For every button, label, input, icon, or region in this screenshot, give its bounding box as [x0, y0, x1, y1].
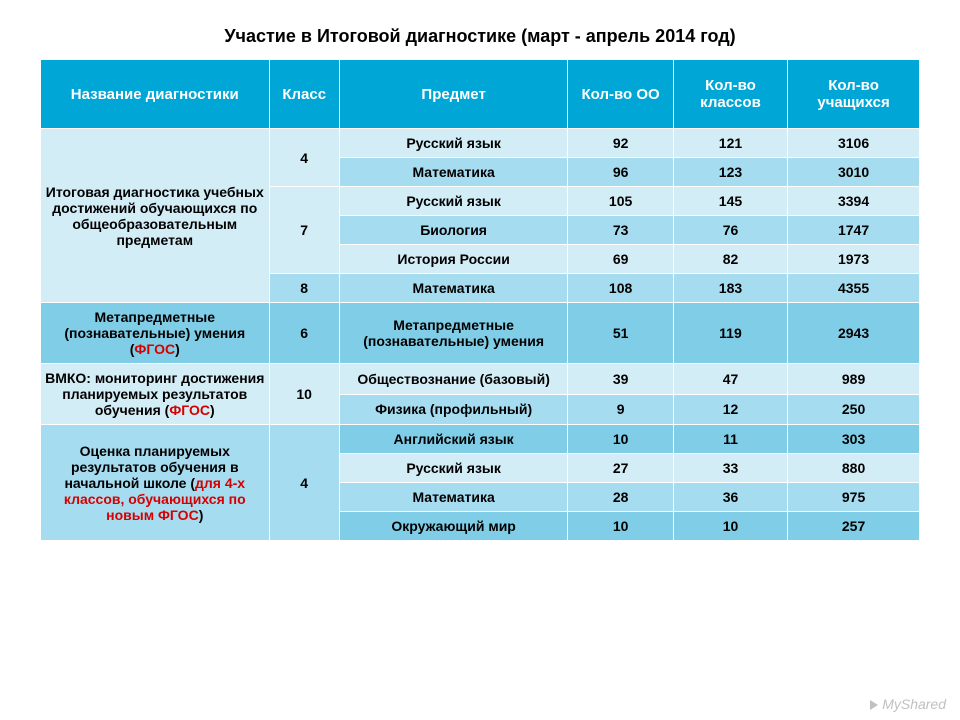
- cell-oo: 105: [568, 187, 673, 216]
- col-students: Кол-во учащихся: [788, 60, 920, 129]
- cell-grade: 7: [269, 187, 339, 274]
- cell-subject: Английский язык: [339, 425, 568, 454]
- cell-oo: 39: [568, 364, 673, 395]
- cell-subject: Физика (профильный): [339, 394, 568, 425]
- cell-oo: 27: [568, 454, 673, 483]
- cell-oo: 10: [568, 512, 673, 541]
- cell-diagnostic: Оценка планируемых результатов обучения …: [41, 425, 270, 541]
- cell-classes: 12: [673, 394, 787, 425]
- cell-classes: 33: [673, 454, 787, 483]
- cell-students: 3010: [788, 158, 920, 187]
- col-diagnostic: Название диагностики: [41, 60, 270, 129]
- table-row: ВМКО: мониторинг достижения планируемых …: [41, 364, 920, 395]
- cell-grade: 4: [269, 425, 339, 541]
- cell-students: 257: [788, 512, 920, 541]
- cell-classes: 119: [673, 303, 787, 364]
- table-row: Метапредметные (познавательные) умения (…: [41, 303, 920, 364]
- watermark: MyShared: [870, 696, 946, 712]
- cell-oo: 96: [568, 158, 673, 187]
- cell-subject: Метапредметные (познавательные) умения: [339, 303, 568, 364]
- cell-students: 989: [788, 364, 920, 395]
- cell-students: 880: [788, 454, 920, 483]
- cell-oo: 28: [568, 483, 673, 512]
- cell-oo: 9: [568, 394, 673, 425]
- cell-grade: 4: [269, 129, 339, 187]
- cell-subject: Математика: [339, 274, 568, 303]
- cell-diagnostic: ВМКО: мониторинг достижения планируемых …: [41, 364, 270, 425]
- cell-oo: 10: [568, 425, 673, 454]
- cell-subject: Математика: [339, 483, 568, 512]
- cell-students: 4355: [788, 274, 920, 303]
- cell-students: 1973: [788, 245, 920, 274]
- cell-oo: 69: [568, 245, 673, 274]
- col-subject: Предмет: [339, 60, 568, 129]
- cell-subject: Биология: [339, 216, 568, 245]
- cell-grade: 10: [269, 364, 339, 425]
- table-row: Оценка планируемых результатов обучения …: [41, 425, 920, 454]
- cell-classes: 10: [673, 512, 787, 541]
- cell-oo: 73: [568, 216, 673, 245]
- diagnostics-table: Название диагностики Класс Предмет Кол-в…: [40, 59, 920, 541]
- play-icon: [870, 700, 878, 710]
- cell-classes: 123: [673, 158, 787, 187]
- cell-classes: 82: [673, 245, 787, 274]
- cell-subject: Русский язык: [339, 187, 568, 216]
- cell-students: 3394: [788, 187, 920, 216]
- table-row: Итоговая диагностика учебных достижений …: [41, 129, 920, 158]
- page-title: Участие в Итоговой диагностике (март - а…: [40, 26, 920, 47]
- table-header-row: Название диагностики Класс Предмет Кол-в…: [41, 60, 920, 129]
- cell-classes: 183: [673, 274, 787, 303]
- cell-subject: Математика: [339, 158, 568, 187]
- cell-classes: 145: [673, 187, 787, 216]
- cell-classes: 36: [673, 483, 787, 512]
- col-grade: Класс: [269, 60, 339, 129]
- cell-students: 3106: [788, 129, 920, 158]
- cell-diagnostic: Итоговая диагностика учебных достижений …: [41, 129, 270, 303]
- col-classes: Кол-во классов: [673, 60, 787, 129]
- cell-classes: 11: [673, 425, 787, 454]
- cell-classes: 76: [673, 216, 787, 245]
- cell-subject: Русский язык: [339, 129, 568, 158]
- cell-students: 2943: [788, 303, 920, 364]
- cell-students: 250: [788, 394, 920, 425]
- cell-oo: 108: [568, 274, 673, 303]
- cell-oo: 92: [568, 129, 673, 158]
- cell-students: 1747: [788, 216, 920, 245]
- cell-classes: 121: [673, 129, 787, 158]
- cell-subject: История России: [339, 245, 568, 274]
- cell-classes: 47: [673, 364, 787, 395]
- cell-diagnostic: Метапредметные (познавательные) умения (…: [41, 303, 270, 364]
- cell-grade: 6: [269, 303, 339, 364]
- cell-students: 303: [788, 425, 920, 454]
- cell-subject: Русский язык: [339, 454, 568, 483]
- col-oo: Кол-во ОО: [568, 60, 673, 129]
- cell-grade: 8: [269, 274, 339, 303]
- cell-subject: Обществознание (базовый): [339, 364, 568, 395]
- cell-oo: 51: [568, 303, 673, 364]
- cell-students: 975: [788, 483, 920, 512]
- cell-subject: Окружающий мир: [339, 512, 568, 541]
